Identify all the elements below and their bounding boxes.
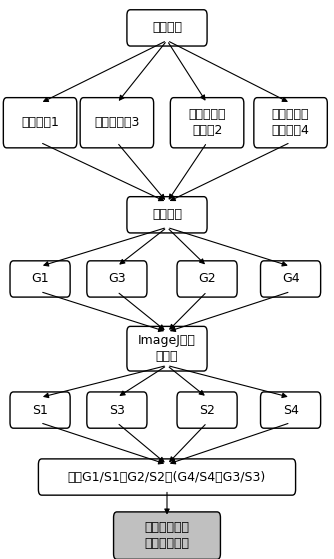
FancyBboxPatch shape	[127, 326, 207, 371]
FancyBboxPatch shape	[87, 261, 147, 297]
Text: 雨水洗脱未
滞尘叶片4: 雨水洗脱未 滞尘叶片4	[272, 108, 310, 138]
FancyBboxPatch shape	[10, 261, 70, 297]
Text: 未滞尘叶片3: 未滞尘叶片3	[94, 116, 140, 129]
FancyBboxPatch shape	[261, 261, 321, 297]
Text: S1: S1	[32, 404, 48, 416]
FancyBboxPatch shape	[177, 392, 237, 428]
FancyBboxPatch shape	[177, 261, 237, 297]
Text: G1: G1	[31, 272, 49, 286]
FancyBboxPatch shape	[170, 98, 244, 148]
FancyBboxPatch shape	[10, 392, 70, 428]
Text: S2: S2	[199, 404, 215, 416]
FancyBboxPatch shape	[261, 392, 321, 428]
Text: G4: G4	[282, 272, 299, 286]
Text: 分组称重: 分组称重	[152, 209, 182, 221]
Text: 采集叶片: 采集叶片	[152, 21, 182, 35]
Text: S4: S4	[283, 404, 299, 416]
Text: G3: G3	[108, 272, 126, 286]
Text: G2: G2	[198, 272, 216, 286]
Text: S3: S3	[109, 404, 125, 416]
Text: 计算出植物叶
表有效滞尘量: 计算出植物叶 表有效滞尘量	[145, 521, 189, 550]
FancyBboxPatch shape	[254, 98, 327, 148]
FancyBboxPatch shape	[127, 197, 207, 233]
Text: ImageJ软件
测面积: ImageJ软件 测面积	[138, 334, 196, 363]
FancyBboxPatch shape	[87, 392, 147, 428]
FancyBboxPatch shape	[3, 98, 77, 148]
FancyBboxPatch shape	[114, 512, 220, 559]
Text: 滞尘叶片1: 滞尘叶片1	[21, 116, 59, 129]
Text: 雨水洗脱滞
尘叶片2: 雨水洗脱滞 尘叶片2	[188, 108, 226, 138]
FancyBboxPatch shape	[80, 98, 154, 148]
FancyBboxPatch shape	[38, 459, 296, 495]
Text: 代入G1/S1－G2/S2－(G4/S4－G3/S3): 代入G1/S1－G2/S2－(G4/S4－G3/S3)	[68, 471, 266, 484]
FancyBboxPatch shape	[127, 10, 207, 46]
